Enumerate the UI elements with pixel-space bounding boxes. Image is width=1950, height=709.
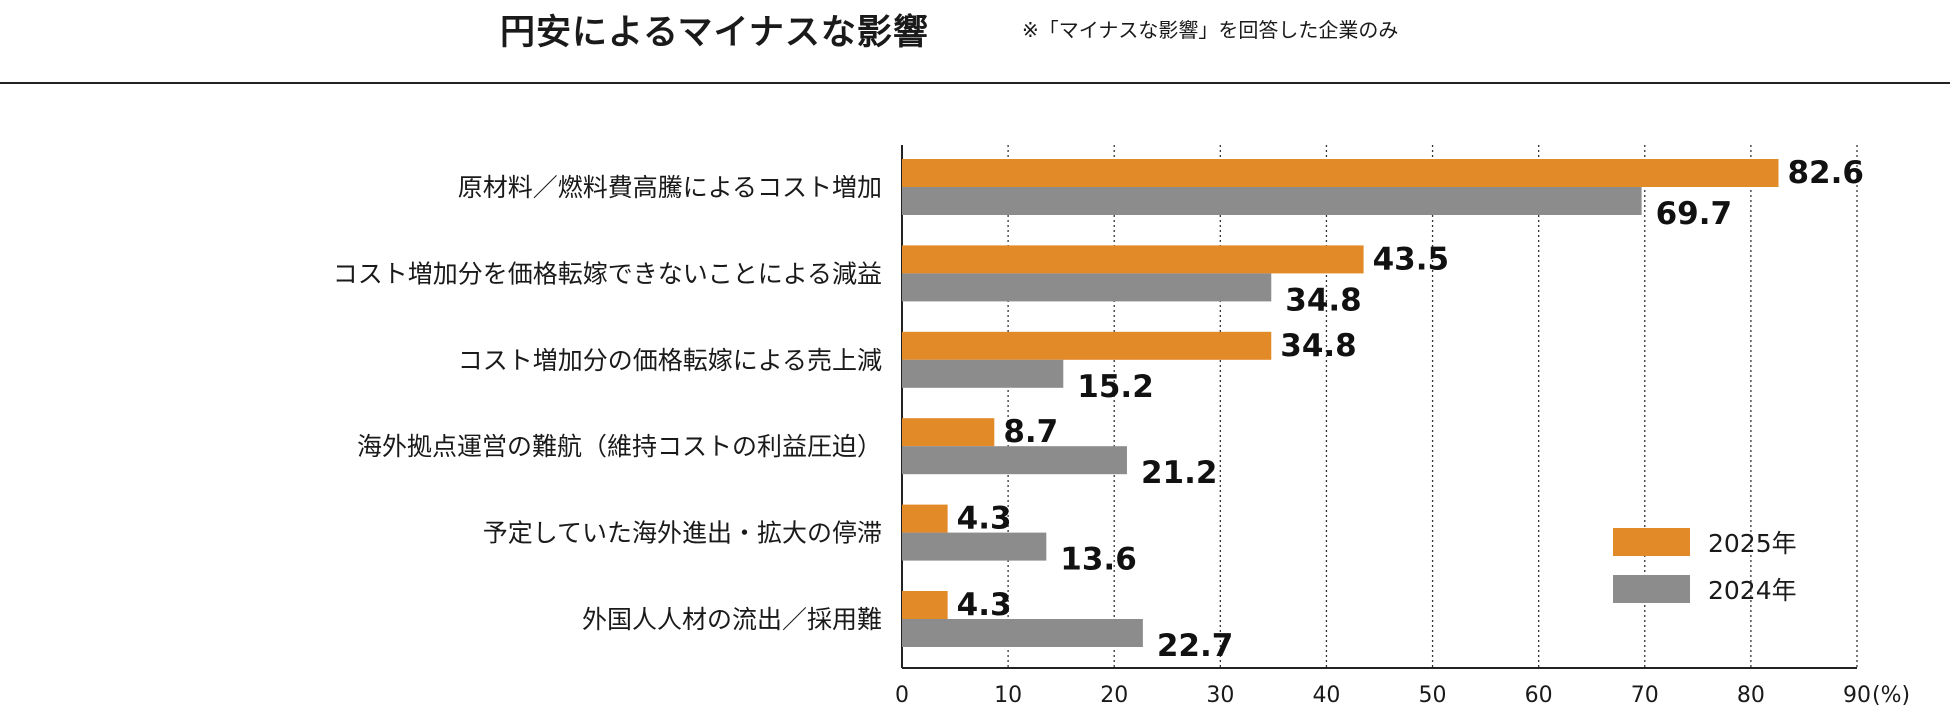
x-tick-label: 30 xyxy=(1206,683,1234,708)
data-label: 43.5 xyxy=(1373,241,1450,277)
x-tick-label: 0 xyxy=(895,683,909,708)
x-tick-label: 80 xyxy=(1737,683,1765,708)
data-label: 8.7 xyxy=(1003,414,1058,450)
bar xyxy=(902,446,1127,475)
data-label: 69.7 xyxy=(1656,196,1733,232)
bar xyxy=(902,187,1642,215)
category-label: 海外拠点運営の難航（維持コストの利益圧迫） xyxy=(357,432,882,461)
legend-swatch xyxy=(1613,528,1690,556)
x-tick-label: 50 xyxy=(1419,683,1447,708)
legend-label: 2025年 xyxy=(1708,529,1797,558)
data-label: 13.6 xyxy=(1060,542,1137,578)
data-label: 82.6 xyxy=(1787,155,1864,191)
bar xyxy=(902,418,995,447)
bar xyxy=(902,273,1272,302)
x-tick-label: 10 xyxy=(994,683,1022,708)
x-tick-label: 70 xyxy=(1631,683,1659,708)
bar xyxy=(902,504,948,533)
bar xyxy=(902,331,1272,360)
bar xyxy=(902,359,1064,388)
x-tick-label: 90 xyxy=(1843,683,1871,708)
category-label: 外国人人材の流出／採用難 xyxy=(582,605,882,634)
data-label: 4.3 xyxy=(957,501,1012,537)
data-label: 34.8 xyxy=(1285,282,1362,318)
bar xyxy=(902,532,1047,561)
chart-subtitle: ※「マイナスな影響」を回答した企業のみ xyxy=(1022,18,1399,42)
data-label: 4.3 xyxy=(957,587,1012,623)
x-tick-label: 40 xyxy=(1312,683,1340,708)
x-tick-label: 20 xyxy=(1100,683,1128,708)
data-label: 21.2 xyxy=(1141,455,1218,491)
bar xyxy=(902,159,1779,187)
x-tick-label: 60 xyxy=(1525,683,1553,708)
category-label: 原材料／燃料費高騰によるコスト増加 xyxy=(458,173,882,202)
legend-label: 2024年 xyxy=(1708,576,1797,605)
category-label: コスト増加分を価格転嫁できないことによる減益 xyxy=(333,259,882,288)
data-label: 15.2 xyxy=(1077,369,1154,405)
bar xyxy=(902,591,948,619)
x-axis-unit: (%) xyxy=(1872,683,1910,708)
title-divider xyxy=(0,82,1950,84)
bar xyxy=(902,619,1143,647)
category-label: コスト増加分の価格転嫁による売上減 xyxy=(458,346,882,375)
data-label: 34.8 xyxy=(1280,328,1357,364)
legend-swatch xyxy=(1613,575,1690,603)
bar xyxy=(902,245,1364,274)
chart-title: 円安によるマイナスな影響 xyxy=(500,13,929,53)
category-label: 予定していた海外進出・拡大の停滞 xyxy=(483,519,882,548)
data-label: 22.7 xyxy=(1157,628,1234,664)
